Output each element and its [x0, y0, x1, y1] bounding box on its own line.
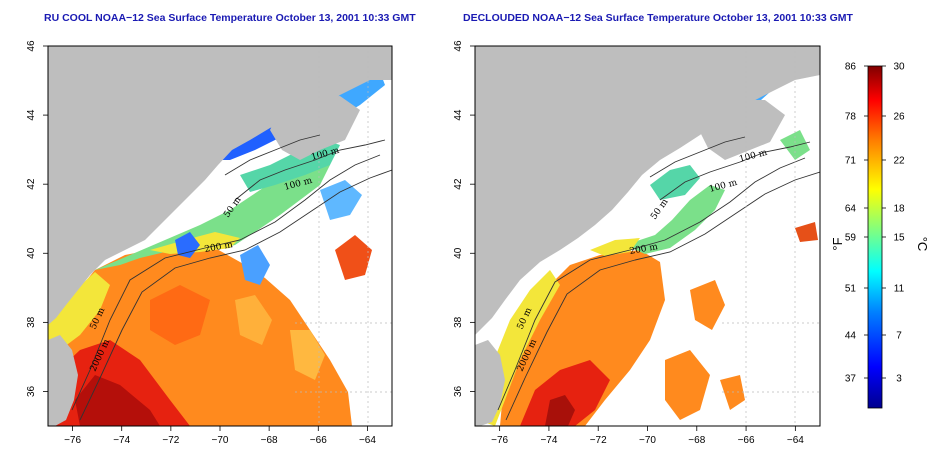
colorbar-f-tick-label: 71 — [845, 156, 857, 167]
x-tick-label: −74 — [113, 435, 130, 446]
colorbar-f-tick-label: 64 — [845, 204, 857, 215]
left-map-panel: 100 m 100 m 50 m 200 m 50 m 2000 m — [47, 45, 393, 427]
x-tick-label: −64 — [787, 435, 804, 446]
colorbar-c-tick-label: 30 — [893, 62, 905, 73]
y-tick-label: 42 — [453, 178, 464, 190]
right-map-panel: 100 m 100 m 50 m 200 m 50 m 2000 m — [474, 45, 821, 427]
right-gridlines — [722, 46, 820, 426]
colorbar-f-tick-label: 37 — [845, 374, 857, 385]
y-tick-label: 46 — [26, 40, 37, 52]
y-tick-label: 42 — [26, 178, 37, 190]
colorbar-ticks: 86 30 78 26 71 22 64 18 59 15 51 11 44 7 37 3 — [845, 62, 905, 385]
y-tick-label: 36 — [26, 385, 37, 397]
right-peninsula — [475, 340, 505, 426]
fahrenheit-unit-label: °F — [830, 237, 845, 250]
contour-label: 200 m — [204, 240, 234, 255]
y-tick-label: 46 — [453, 40, 464, 52]
left-peninsula — [48, 335, 78, 426]
colorbar-c-tick-label: 3 — [896, 374, 902, 385]
x-tick-label: −66 — [738, 435, 755, 446]
colorbar-c-tick-label: 11 — [894, 284, 905, 295]
celsius-unit-label: °C — [915, 237, 930, 252]
colorbar-c-tick-label: 15 — [893, 233, 905, 244]
left-land-mass — [48, 46, 392, 325]
left-bathymetry-contours — [71, 134, 392, 421]
y-tick-label: 38 — [453, 316, 464, 328]
y-tick-label: 44 — [453, 109, 464, 121]
left-island — [270, 96, 360, 160]
x-tick-label: −72 — [162, 435, 179, 446]
y-tick-label: 40 — [26, 247, 37, 259]
colorbar-f-tick-label: 44 — [845, 331, 857, 342]
colorbar-f-tick-label: 78 — [845, 112, 857, 123]
colorbar-c-tick-label: 22 — [893, 156, 905, 167]
right-bathymetry-contours — [497, 136, 820, 421]
left-gridlines — [295, 46, 392, 426]
x-tick-label: −76 — [64, 435, 81, 446]
colorbar-f-tick-label: 51 — [845, 284, 857, 295]
colorbar-c-tick-label: 26 — [893, 112, 905, 123]
colorbar-f-tick-label: 59 — [845, 233, 857, 244]
colorbar-c-tick-label: 18 — [893, 204, 905, 215]
colorbar: 86 30 78 26 71 22 64 18 59 15 51 11 44 7 37 3 °F °C — [830, 62, 930, 409]
right-panel-title: DECLOUDED NOAA−12 Sea Surface Temperatur… — [463, 12, 853, 24]
x-tick-label: −68 — [688, 435, 705, 446]
y-tick-label: 38 — [26, 316, 37, 328]
x-tick-label: −76 — [491, 435, 508, 446]
contour-label: 200 m — [629, 242, 659, 257]
colorbar-f-tick-label: 86 — [845, 62, 857, 73]
y-tick-label: 44 — [26, 109, 37, 121]
left-panel-title: RU COOL NOAA−12 Sea Surface Temperature … — [44, 12, 416, 24]
right-land-mass — [475, 46, 820, 335]
x-tick-label: −70 — [639, 435, 656, 446]
x-tick-label: −70 — [212, 435, 229, 446]
x-tick-label: −66 — [310, 435, 327, 446]
y-tick-label: 40 — [453, 247, 464, 259]
right-island — [698, 100, 785, 160]
x-tick-label: −64 — [359, 435, 376, 446]
colorbar-gradient — [867, 65, 883, 409]
x-tick-label: −72 — [590, 435, 607, 446]
y-tick-label: 36 — [453, 385, 464, 397]
x-tick-label: −68 — [261, 435, 278, 446]
right-axes: −76 −74 −72 −70 −68 −66 −64 36 38 40 42 44 46 — [453, 40, 804, 446]
left-axes: −76 −74 −72 −70 −68 −66 −64 36 38 40 42 44 46 — [26, 40, 376, 446]
x-tick-label: −74 — [540, 435, 557, 446]
colorbar-c-tick-label: 7 — [896, 331, 902, 342]
